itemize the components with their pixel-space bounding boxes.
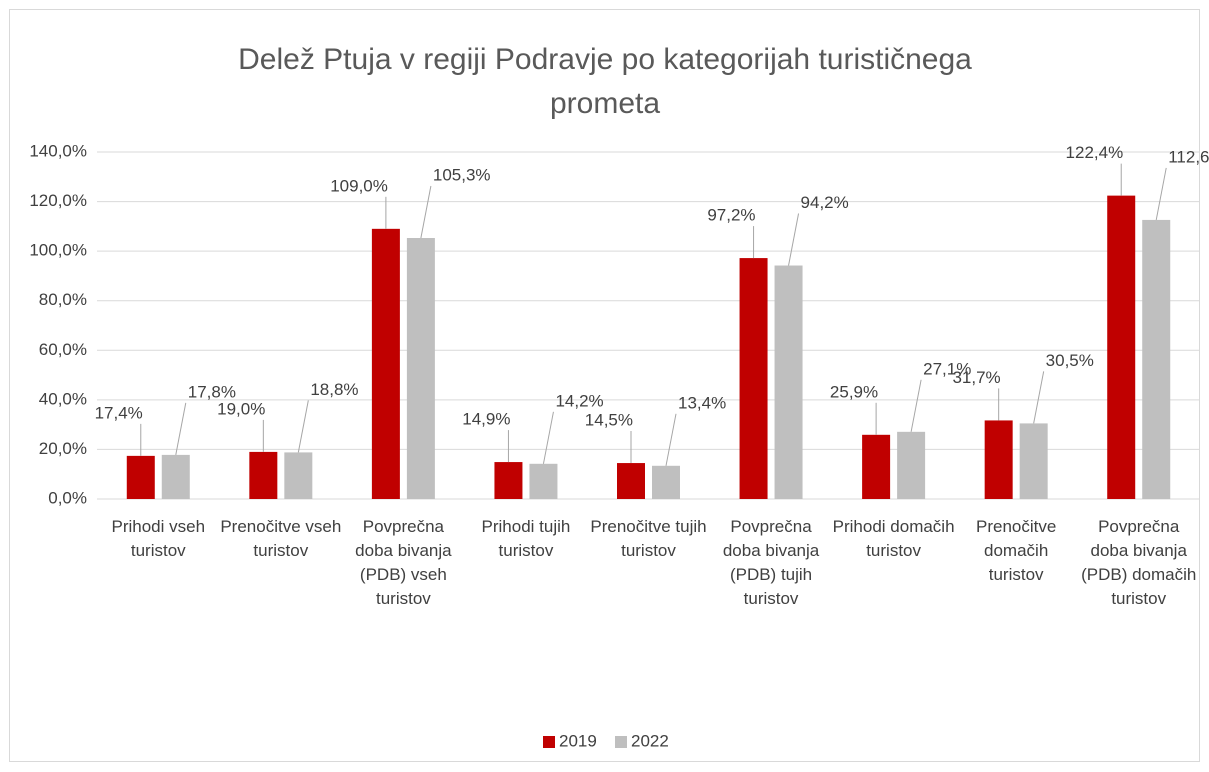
- legend-label: 2019: [559, 731, 597, 750]
- x-tick-label: Prihodi domačih turistov: [832, 517, 955, 560]
- bar: [984, 420, 1013, 499]
- y-tick-label: 0,0%: [48, 488, 87, 507]
- leader-line: [910, 379, 922, 432]
- leader-line: [420, 185, 432, 239]
- chart-title: Delež Ptuja v regiji Podravje po kategor…: [238, 43, 972, 120]
- x-tick-label: Prenočitve domačih turistov: [975, 517, 1057, 584]
- bar: [774, 265, 803, 499]
- data-label: 105,3%: [433, 165, 491, 184]
- x-tick-label: Prihodi vseh turistov: [111, 517, 206, 560]
- data-label: 27,1%: [923, 359, 971, 378]
- data-label: 18,8%: [310, 380, 358, 399]
- data-label: 14,2%: [555, 391, 603, 410]
- bar: [1142, 219, 1171, 500]
- legend-swatch: [543, 736, 555, 748]
- data-label: 14,5%: [585, 411, 633, 430]
- bar: [1107, 195, 1136, 499]
- data-label: 109,0%: [330, 176, 388, 195]
- leader-line: [542, 411, 554, 464]
- data-label: 25,9%: [830, 382, 878, 401]
- y-tick-label: 20,0%: [39, 439, 87, 458]
- legend-label: 2022: [631, 731, 669, 750]
- y-tick-label: 100,0%: [29, 241, 87, 260]
- bar: [862, 434, 891, 499]
- x-tick-label: Povprečna doba bivanja (PDB) domačih tur…: [1081, 517, 1197, 608]
- legend-swatch: [615, 736, 627, 748]
- data-label: 112,6%: [1168, 147, 1209, 166]
- data-label: 122,4%: [1066, 143, 1124, 162]
- data-label: 97,2%: [707, 206, 755, 225]
- bar: [406, 238, 435, 500]
- y-tick-label: 80,0%: [39, 290, 87, 309]
- y-tick-label: 60,0%: [39, 340, 87, 359]
- data-label: 17,8%: [188, 382, 236, 401]
- bar: [126, 455, 155, 499]
- data-label: 19,0%: [217, 399, 265, 418]
- chart-border: [9, 9, 1200, 762]
- bar: [739, 258, 768, 499]
- x-tick-label: Povprečna doba bivanja (PDB) vseh turist…: [355, 517, 452, 608]
- bar: [652, 465, 680, 499]
- x-tick-label: Prenočitve vseh turistov: [220, 517, 342, 560]
- bar: [284, 452, 313, 499]
- x-tick-label: Povprečna doba bivanja (PDB) tujih turis…: [722, 517, 820, 608]
- leader-line: [788, 213, 800, 266]
- data-label: 14,9%: [462, 410, 510, 429]
- data-label: 13,4%: [678, 393, 726, 412]
- bar: [161, 454, 190, 499]
- x-tick-label: Prihodi tujih turistov: [481, 517, 571, 560]
- bar: [897, 431, 926, 499]
- leader-line: [297, 400, 309, 453]
- data-label: 17,4%: [95, 403, 143, 422]
- bar: [1019, 423, 1048, 499]
- y-tick-label: 140,0%: [29, 141, 87, 160]
- bar: [494, 462, 523, 499]
- bar: [617, 463, 645, 499]
- data-label: 31,7%: [952, 368, 1000, 387]
- data-label: 94,2%: [801, 193, 849, 212]
- y-tick-label: 120,0%: [29, 191, 87, 210]
- bar: [371, 228, 400, 500]
- leader-line: [175, 402, 187, 455]
- y-tick-label: 40,0%: [39, 389, 87, 408]
- x-tick-label: Prenočitve tujih turistov: [590, 517, 707, 560]
- leader-line: [1155, 167, 1167, 221]
- bar: [529, 463, 558, 499]
- leader-line: [665, 413, 677, 466]
- leader-line: [1033, 371, 1045, 424]
- data-label: 30,5%: [1046, 351, 1094, 370]
- bar: [249, 451, 278, 499]
